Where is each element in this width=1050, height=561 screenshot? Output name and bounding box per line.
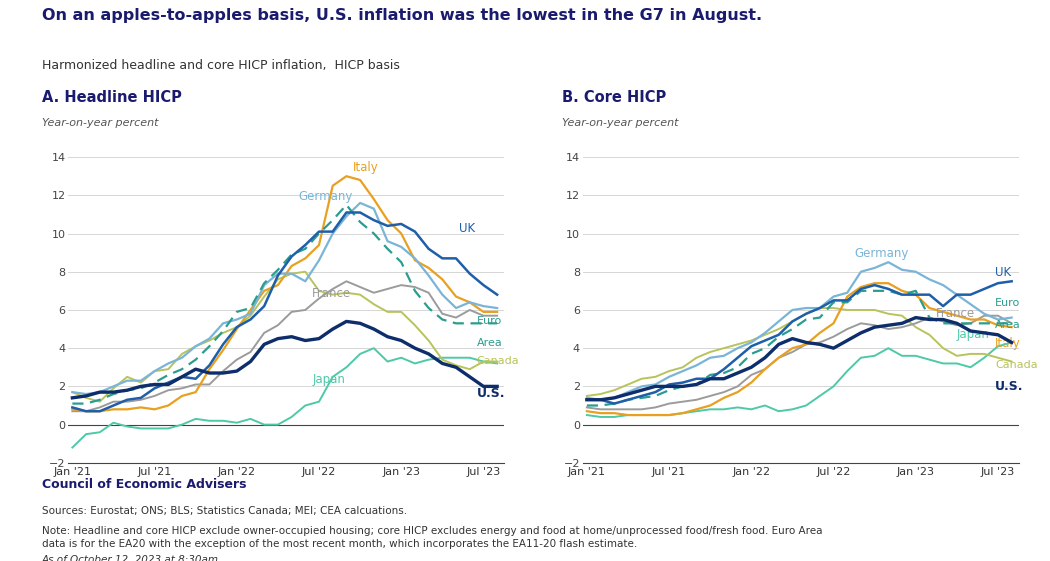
Text: Euro: Euro: [477, 316, 502, 326]
Text: UK: UK: [995, 266, 1011, 279]
Text: UK: UK: [459, 222, 475, 236]
Text: Euro: Euro: [995, 298, 1021, 308]
Text: Germany: Germany: [298, 190, 353, 203]
Text: Japan: Japan: [312, 374, 345, 387]
Text: B. Core HICP: B. Core HICP: [562, 90, 666, 105]
Text: Year-on-year percent: Year-on-year percent: [562, 118, 678, 128]
Text: U.S.: U.S.: [477, 387, 505, 400]
Text: As of October 12, 2023 at 8:30am: As of October 12, 2023 at 8:30am: [42, 555, 219, 561]
Text: Area: Area: [477, 338, 502, 348]
Text: Harmonized headline and core HICP inflation,  HICP basis: Harmonized headline and core HICP inflat…: [42, 59, 400, 72]
Text: Year-on-year percent: Year-on-year percent: [42, 118, 159, 128]
Text: A. Headline HICP: A. Headline HICP: [42, 90, 182, 105]
Text: Sources: Eurostat; ONS; BLS; Statistics Canada; MEI; CEA calcuations.: Sources: Eurostat; ONS; BLS; Statistics …: [42, 506, 407, 516]
Text: On an apples-to-apples basis, U.S. inflation was the lowest in the G7 in August.: On an apples-to-apples basis, U.S. infla…: [42, 8, 762, 24]
Text: France: France: [312, 287, 352, 300]
Text: Japan: Japan: [957, 329, 990, 342]
Text: Germany: Germany: [854, 247, 908, 260]
Text: Canada: Canada: [477, 356, 519, 366]
Text: U.S.: U.S.: [995, 380, 1024, 393]
Text: Council of Economic Advisers: Council of Economic Advisers: [42, 478, 247, 491]
Text: Italy: Italy: [353, 161, 379, 174]
Text: Italy: Italy: [995, 337, 1021, 350]
Text: Canada: Canada: [995, 360, 1037, 370]
Text: Note: Headline and core HICP exclude owner-occupied housing; core HICP excludes : Note: Headline and core HICP exclude own…: [42, 526, 822, 549]
Text: Area: Area: [995, 320, 1021, 330]
Text: France: France: [937, 306, 975, 320]
